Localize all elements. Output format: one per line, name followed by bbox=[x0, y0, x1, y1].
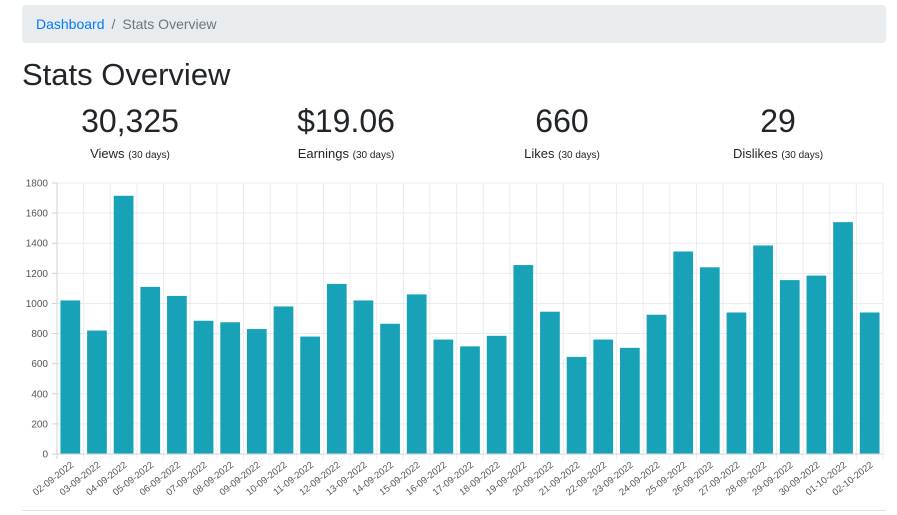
chart-bar bbox=[87, 330, 107, 454]
chart-bar bbox=[566, 356, 587, 454]
chart-bar bbox=[246, 329, 267, 454]
stat-label: Dislikes bbox=[732, 146, 778, 161]
chart-bar bbox=[140, 286, 161, 454]
breadcrumb-link-dashboard[interactable]: Dashboard bbox=[36, 16, 105, 32]
stat-period: (30 days) bbox=[781, 150, 824, 161]
y-tick-label: 200 bbox=[31, 419, 48, 430]
stat-views: 30,325 Views (30 days) bbox=[22, 100, 238, 165]
stat-label: Earnings bbox=[297, 146, 349, 161]
breadcrumb-current: Stats Overview bbox=[122, 16, 217, 32]
breadcrumb-separator: / bbox=[111, 16, 116, 32]
y-tick-label: 1400 bbox=[26, 239, 49, 250]
stat-period: (30 days) bbox=[352, 150, 395, 161]
chart-bar bbox=[779, 280, 800, 454]
chart-bar bbox=[300, 336, 320, 454]
chart-bar bbox=[673, 251, 694, 454]
stat-label-row: Likes (30 days) bbox=[454, 145, 670, 165]
breadcrumb: Dashboard / Stats Overview bbox=[22, 5, 886, 43]
stat-value: 29 bbox=[760, 103, 796, 139]
chart-bar bbox=[699, 267, 720, 454]
chart-bar bbox=[806, 275, 827, 454]
views-bar-chart: 02004006008001000120014001600180002-09-2… bbox=[26, 179, 884, 498]
stat-period: (30 days) bbox=[558, 150, 600, 161]
stat-label: Views bbox=[90, 146, 125, 161]
chart-bar bbox=[193, 320, 214, 454]
y-tick-label: 1800 bbox=[26, 179, 49, 190]
y-tick-label: 1000 bbox=[26, 299, 49, 310]
page-title: Stats Overview bbox=[22, 57, 231, 92]
chart-bar bbox=[167, 295, 187, 454]
stat-label: Likes bbox=[524, 146, 555, 161]
chart-bar bbox=[380, 323, 400, 454]
divider bbox=[22, 510, 886, 511]
chart-bar bbox=[460, 346, 480, 454]
chart-bar bbox=[326, 283, 347, 454]
y-tick-label: 400 bbox=[31, 389, 48, 400]
chart-bar bbox=[753, 245, 773, 454]
stat-value: 660 bbox=[535, 103, 589, 139]
stat-label-row: Dislikes (30 days) bbox=[670, 145, 886, 165]
chart-bar bbox=[646, 314, 667, 454]
chart-bar bbox=[833, 222, 853, 454]
stat-dislikes: 29 Dislikes (30 days) bbox=[670, 100, 886, 165]
chart-bar bbox=[353, 300, 374, 454]
y-tick-label: 1200 bbox=[26, 269, 49, 280]
stat-value: $19.06 bbox=[297, 103, 395, 139]
chart-bar bbox=[726, 312, 747, 454]
y-tick-label: 1600 bbox=[26, 209, 49, 220]
y-tick-label: 0 bbox=[42, 450, 48, 461]
chart-bar bbox=[593, 339, 614, 454]
stat-period: (30 days) bbox=[128, 150, 170, 161]
chart-bar bbox=[433, 339, 454, 454]
chart-bar bbox=[113, 195, 134, 454]
stats-row: 30,325 Views (30 days) $19.06 Earnings (… bbox=[22, 100, 886, 170]
chart-bar bbox=[273, 306, 294, 454]
y-tick-label: 800 bbox=[31, 329, 48, 340]
chart-bar bbox=[60, 300, 81, 454]
y-tick-label: 600 bbox=[31, 359, 48, 370]
stat-label-row: Earnings (30 days) bbox=[238, 145, 454, 165]
chart-bar bbox=[513, 265, 534, 454]
chart-bar bbox=[220, 322, 241, 454]
stat-label-row: Views (30 days) bbox=[22, 145, 238, 165]
chart-bar bbox=[406, 294, 427, 454]
chart-bar bbox=[486, 335, 507, 454]
stat-value: 30,325 bbox=[81, 103, 179, 139]
chart-bar bbox=[859, 312, 880, 454]
chart-bar bbox=[540, 311, 560, 454]
stat-earnings: $19.06 Earnings (30 days) bbox=[238, 100, 454, 165]
stat-likes: 660 Likes (30 days) bbox=[454, 100, 670, 165]
chart-bar bbox=[620, 347, 640, 454]
